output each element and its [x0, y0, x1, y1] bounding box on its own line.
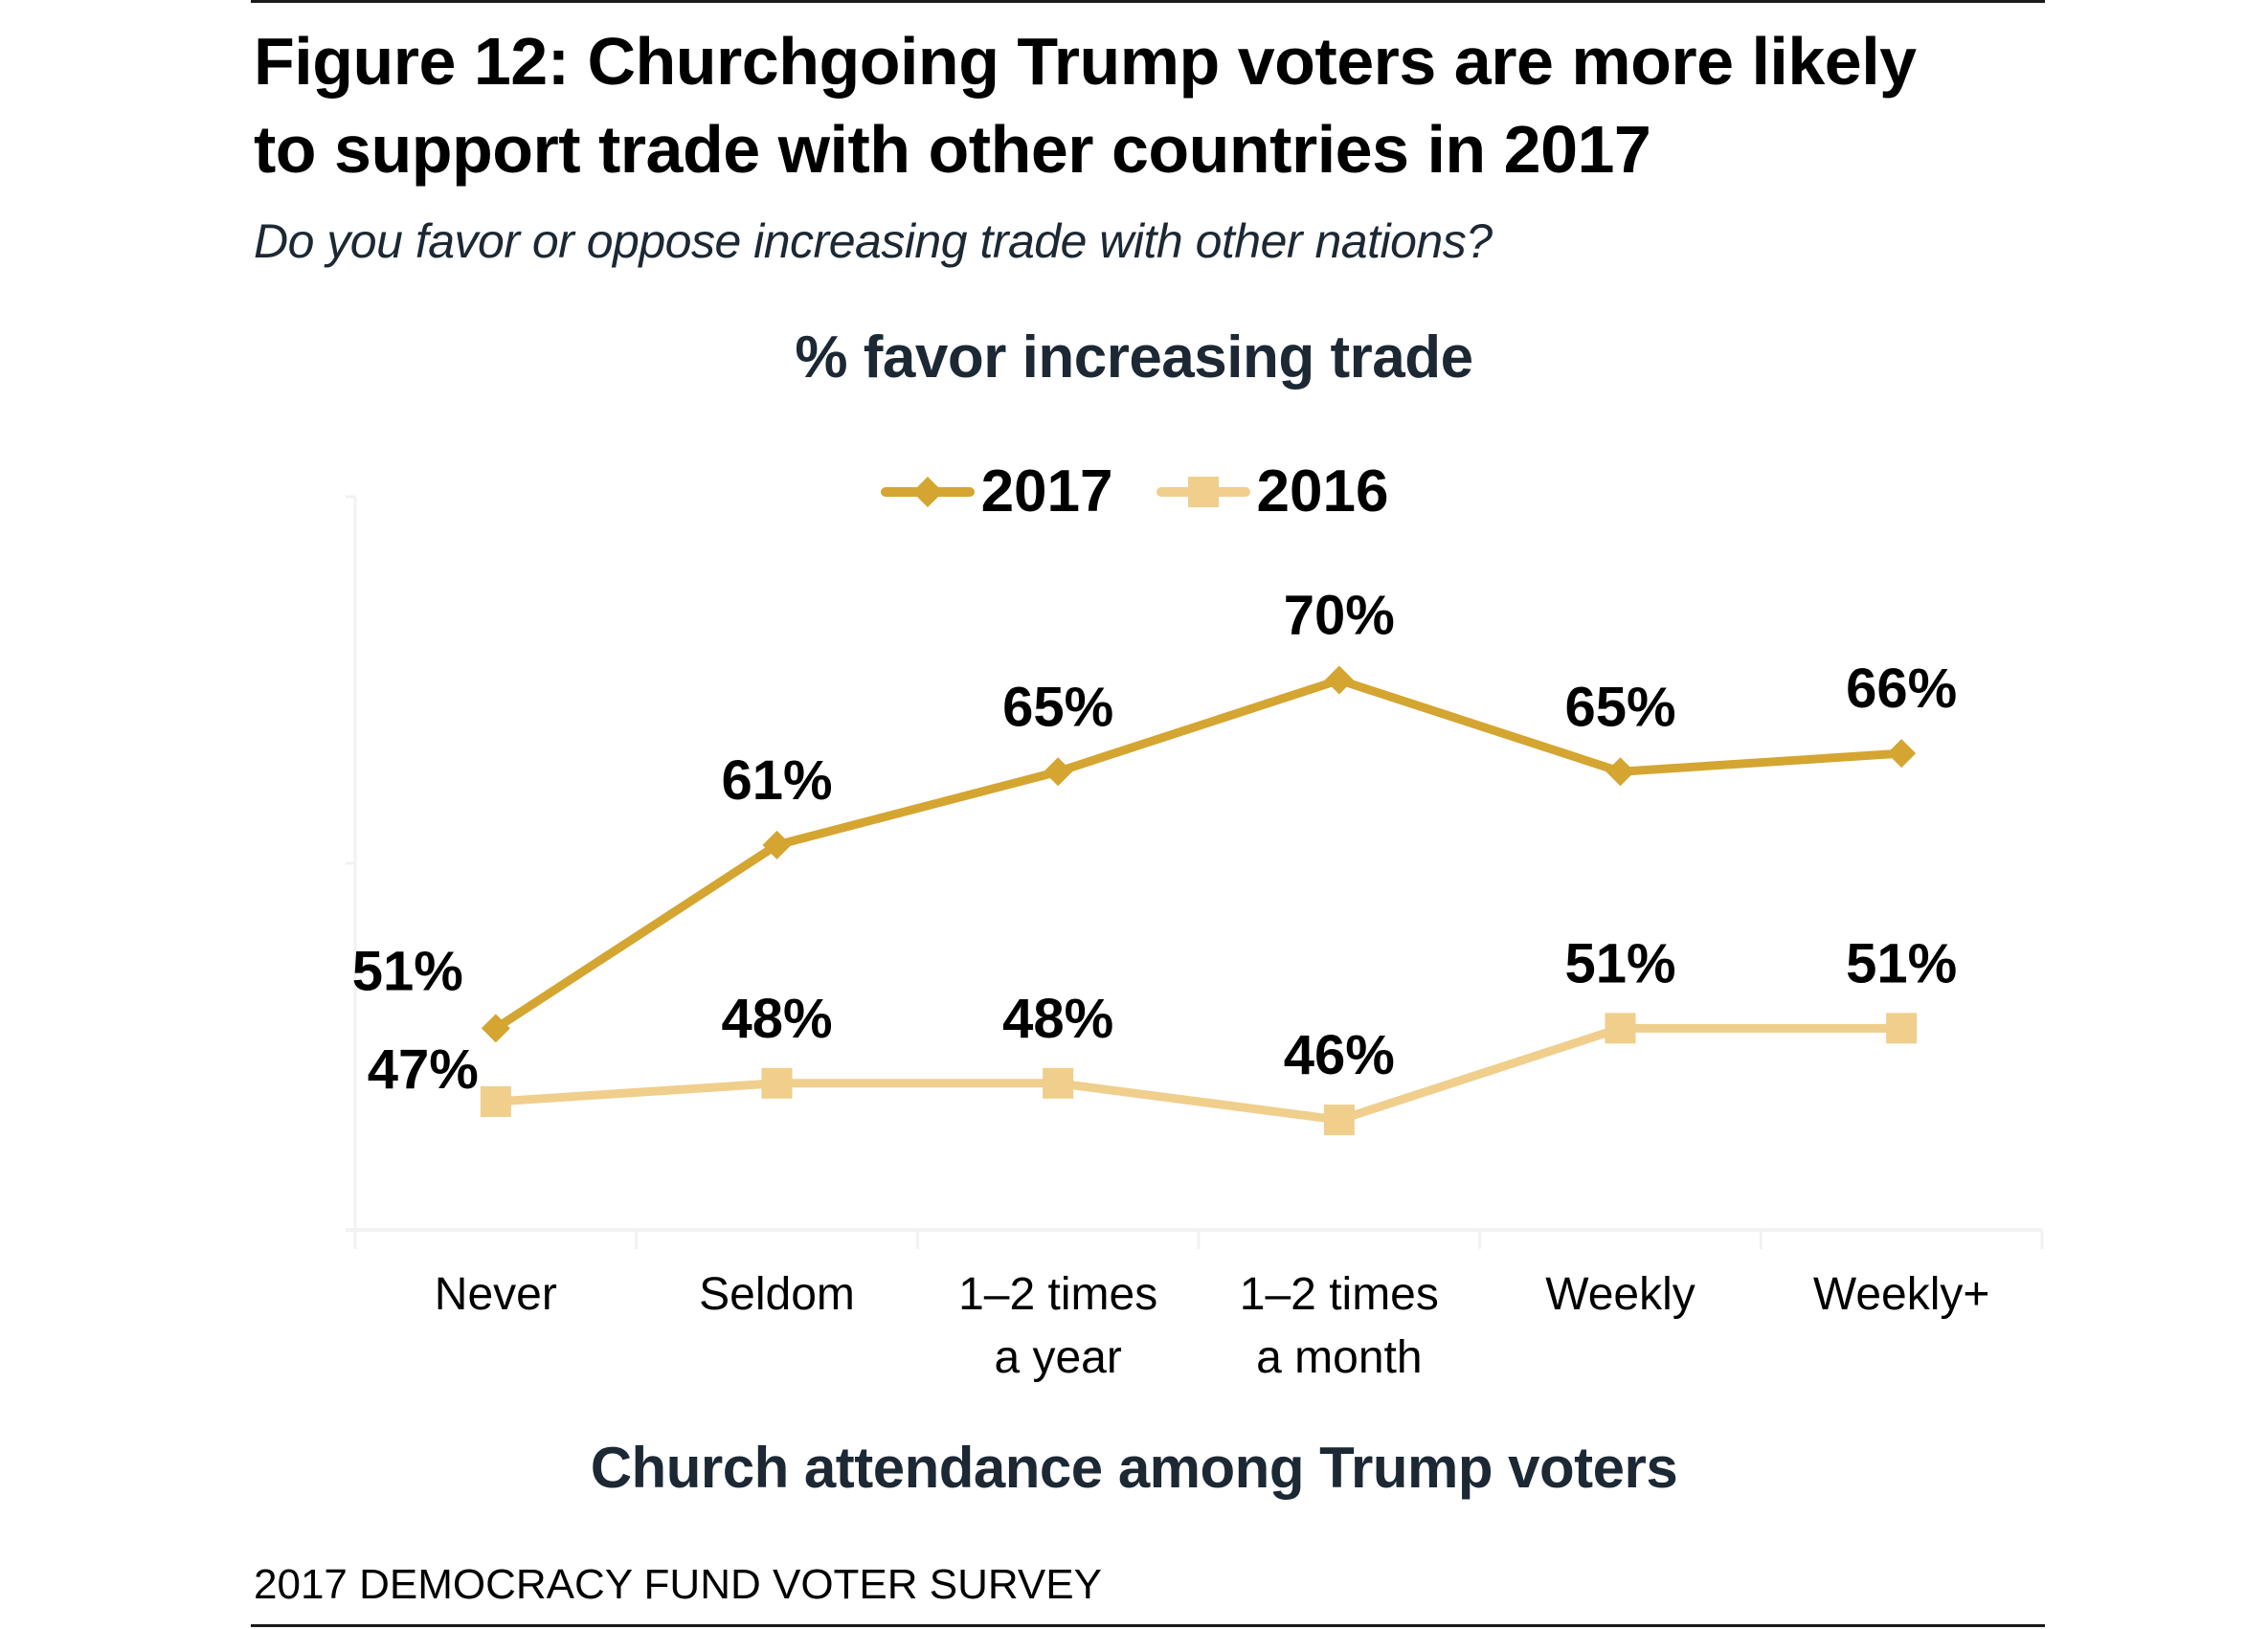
data-label-2017-2: 65% — [1002, 676, 1113, 738]
marker-2016-5 — [1886, 1013, 1918, 1044]
x-tick-label-3: 1–2 times — [1240, 1269, 1439, 1320]
x-tick-labels: Never Seldom 1–2 times a year 1–2 times a mon… — [435, 1269, 1990, 1383]
data-label-2017-1: 61% — [721, 749, 832, 812]
data-label-2016-5: 51% — [1846, 932, 1957, 994]
figure-title: Figure 12: Churchgoing Trump voters are … — [254, 17, 2054, 193]
bottom-rule — [251, 1624, 2045, 1627]
series-line-2016 — [491, 1023, 1906, 1125]
legend-item-2016: 2016 — [1156, 456, 1389, 528]
marker-2017-2 — [1044, 757, 1073, 787]
chart-title: % favor increasing trade — [795, 324, 1473, 391]
figure-subtitle: Do you favor or oppose increasing trade … — [254, 214, 1493, 268]
x-tick-label-1: Seldom — [699, 1269, 855, 1320]
marker-2016-1 — [761, 1067, 793, 1099]
data-label-2017-3: 70% — [1284, 585, 1395, 647]
x-tick-label-2-line2: a year — [994, 1332, 1121, 1383]
data-label-2016-4: 51% — [1564, 932, 1675, 994]
data-label-2016-0: 47% — [368, 1038, 479, 1101]
data-label-2016-3: 46% — [1284, 1024, 1395, 1086]
legend-swatch-2017-diamond-icon — [880, 477, 975, 507]
axes — [346, 495, 2044, 1249]
series-line-2017 — [491, 676, 1906, 1033]
x-tick-label-0: Never — [435, 1269, 557, 1320]
data-label-2016-1: 48% — [721, 988, 832, 1050]
legend: 2017 2016 — [0, 456, 2268, 528]
marker-2017-4 — [1606, 757, 1635, 787]
data-label-2017-4: 65% — [1564, 676, 1675, 738]
x-tick-label-3-line2: a month — [1256, 1332, 1422, 1383]
marker-2017-0 — [481, 1014, 510, 1043]
marker-2016-2 — [1043, 1067, 1074, 1099]
x-tick-label-2: 1–2 times — [958, 1269, 1157, 1320]
marker-2016-4 — [1605, 1013, 1636, 1044]
marker-2016-0 — [480, 1085, 511, 1117]
legend-swatch-2016-square-icon — [1156, 477, 1250, 507]
legend-label-2017: 2017 — [980, 458, 1113, 524]
x-axis-title: Church attendance among Trump voters — [590, 1436, 1678, 1500]
data-labels-layer: 51% 61% 65% 70% 65% 66% 47% 48% 48% 46% 51% 51% — [352, 585, 1957, 1101]
legend-item-2017: 2017 — [880, 456, 1113, 528]
data-label-2017-0: 51% — [352, 940, 463, 1002]
figure-title-line-1: Figure 12: Churchgoing Trump voters are … — [254, 24, 1917, 99]
series-layer — [480, 665, 1918, 1136]
legend-label-2016: 2016 — [1256, 458, 1389, 524]
marker-2017-1 — [762, 830, 792, 859]
marker-2017-3 — [1324, 665, 1354, 695]
data-label-2016-2: 48% — [1002, 988, 1113, 1050]
x-tick-label-4: Weekly — [1545, 1269, 1695, 1320]
marker-2017-5 — [1887, 739, 1917, 769]
x-tick-label-5: Weekly+ — [1813, 1269, 1990, 1320]
marker-2016-3 — [1323, 1105, 1355, 1136]
figure-title-line-2: to support trade with other countries in… — [254, 112, 1651, 187]
source-footer: 2017 DEMOCRACY FUND VOTER SURVEY — [254, 1561, 1102, 1608]
data-label-2017-5: 66% — [1846, 658, 1957, 720]
top-rule — [251, 0, 2045, 3]
